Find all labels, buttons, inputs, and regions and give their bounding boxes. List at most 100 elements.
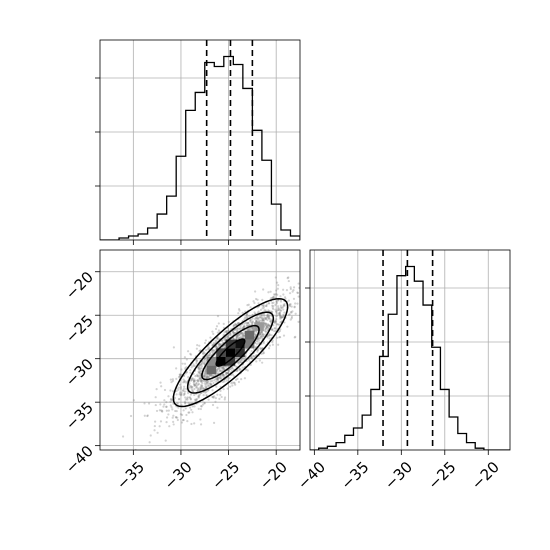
scatter-point — [266, 318, 269, 322]
scatter-point — [260, 331, 263, 334]
scatter-point — [287, 276, 290, 279]
histogram-x-grid — [100, 40, 300, 240]
scatter-point — [255, 317, 259, 320]
scatter-point — [279, 295, 282, 298]
scatter-point — [204, 374, 207, 377]
scatter-point — [236, 330, 239, 333]
scatter-point — [195, 347, 198, 350]
scatter-point — [251, 321, 254, 324]
scatter-point — [167, 409, 170, 412]
scatter-point — [279, 304, 282, 307]
scatter-point — [217, 345, 220, 348]
scatter-point — [254, 297, 258, 301]
scatter-point — [220, 366, 223, 369]
scatter-point — [262, 334, 265, 337]
scatter-point — [193, 422, 196, 425]
scatter-point — [230, 367, 233, 370]
scatter-point — [226, 387, 229, 390]
scatter-point — [259, 332, 262, 336]
scatter-point — [206, 380, 210, 384]
scatter-point — [200, 404, 203, 408]
scatter-point — [293, 336, 296, 339]
scatter-point — [239, 327, 242, 330]
scatter-point — [256, 317, 259, 320]
scatter-point — [271, 339, 274, 342]
scatter-point — [258, 333, 261, 336]
scatter-point — [204, 370, 208, 373]
scatter-point — [245, 314, 248, 317]
scatter-point — [198, 368, 201, 371]
scatter-point — [171, 390, 175, 393]
scatter-point — [202, 361, 205, 364]
scatter-point — [258, 332, 262, 335]
scatter-point — [197, 387, 200, 390]
scatter-point — [264, 316, 267, 319]
scatter-point — [225, 372, 228, 375]
scatter-point — [203, 341, 207, 345]
scatter-point — [255, 360, 258, 363]
scatter-point — [273, 327, 276, 330]
scatter-point — [232, 331, 235, 334]
scatter-point — [256, 349, 259, 352]
scatter-point — [304, 274, 306, 276]
scatter-point — [185, 413, 188, 417]
scatter-point — [195, 362, 198, 365]
scatter-point — [242, 335, 245, 338]
scatter-point — [187, 411, 190, 414]
scatter-point — [179, 375, 182, 378]
scatter-point — [161, 409, 164, 412]
scatter-point — [251, 328, 254, 331]
scatter-point — [255, 320, 258, 323]
scatter-point — [261, 335, 264, 338]
scatter-point — [191, 405, 194, 408]
scatter-point — [251, 356, 254, 360]
scatter-point — [205, 385, 208, 388]
scatter-point — [189, 384, 192, 388]
scatter-point — [216, 377, 219, 380]
scatter-point — [221, 373, 225, 376]
scatter-point — [267, 309, 270, 312]
scatter-point — [189, 397, 192, 400]
scatter-point — [210, 383, 213, 387]
scatter-point — [218, 369, 221, 373]
scatter-point — [232, 331, 235, 334]
scatter-point — [154, 396, 157, 399]
scatter-2d-ticks — [95, 271, 277, 455]
scatter-point — [189, 406, 192, 409]
density-cell-1 — [225, 348, 236, 357]
scatter-point — [189, 352, 192, 355]
scatter-point — [289, 303, 292, 306]
histogram-x-ticks — [95, 77, 277, 245]
scatter-point — [237, 336, 240, 340]
scatter-point — [211, 403, 215, 407]
scatter-point — [199, 386, 202, 389]
scatter-point — [251, 321, 254, 325]
scatter-point — [265, 325, 269, 328]
histogram-y-xtick-label-3: −25 — [424, 458, 459, 493]
scatter-point — [238, 309, 241, 312]
scatter-point — [179, 413, 182, 416]
scatter-point — [274, 303, 277, 306]
scatter-point — [184, 381, 187, 384]
scatter-point — [265, 326, 269, 329]
scatter-point — [260, 316, 263, 320]
scatter-point — [279, 314, 282, 318]
scatter-point — [207, 346, 210, 349]
scatter-point — [263, 323, 266, 326]
scatter-point — [272, 307, 275, 311]
scatter-point — [212, 381, 215, 385]
scatter-point — [301, 284, 303, 286]
scatter-point — [230, 382, 233, 385]
scatter-point — [202, 375, 206, 378]
scatter-point — [227, 369, 230, 372]
scatter-point — [275, 299, 278, 303]
scatter-point — [191, 389, 194, 392]
scatter-2d-grid — [100, 250, 300, 450]
scatter-point — [271, 297, 274, 300]
scatter-point — [236, 321, 240, 325]
scatter-point — [278, 311, 281, 314]
scatter-point — [294, 302, 297, 305]
scatter-point — [259, 336, 262, 339]
scatter-point — [288, 303, 291, 307]
